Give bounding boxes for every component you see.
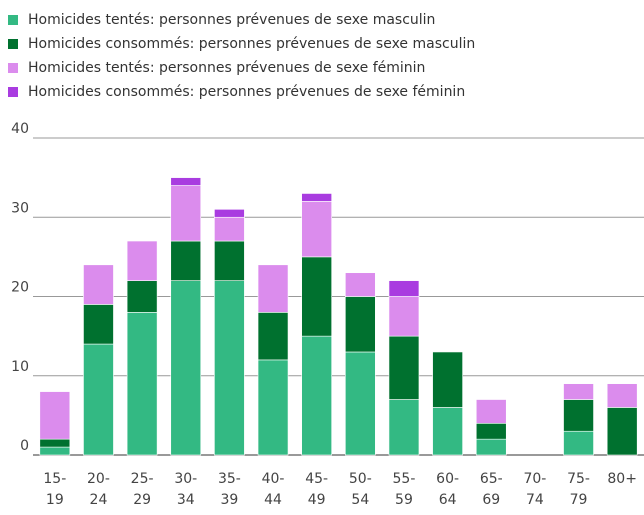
bar-segment (606, 383, 638, 408)
x-tick-label: 59 (395, 492, 413, 508)
bar-segment (301, 193, 332, 202)
bar-segment (39, 391, 71, 440)
x-tick-label: 40- (262, 471, 285, 487)
bar-segment (388, 280, 420, 297)
x-tick-label: 20- (87, 471, 110, 487)
bar-segment (301, 256, 332, 337)
bar-segment (83, 264, 114, 305)
bar-segment (214, 209, 245, 218)
bar-segment (257, 312, 289, 361)
x-tick-label: 30- (174, 471, 197, 487)
bar-segment (388, 399, 420, 456)
x-tick-label: 75- (567, 471, 590, 487)
bar-segment (83, 304, 114, 345)
x-tick-label: 54 (351, 492, 369, 508)
bar-segment (170, 177, 202, 186)
legend-label: Homicides consommés: personnes prévenues… (28, 84, 465, 100)
x-tick-label: 69 (482, 492, 500, 508)
bar-segment (475, 422, 507, 440)
bar-segment (126, 280, 158, 313)
x-tick-label: 29 (133, 492, 151, 508)
bar-segment (170, 280, 202, 456)
x-tick-label: 49 (308, 492, 326, 508)
legend: Homicides tentés: personnes prévenues de… (8, 12, 475, 100)
bar-segment (301, 201, 332, 258)
x-tick-label: 39 (220, 492, 238, 508)
y-tick-label: 10 (11, 359, 29, 375)
bar-segment (606, 407, 638, 456)
bar-segment (126, 312, 158, 456)
x-tick-label: 34 (177, 492, 195, 508)
bar-segment (432, 407, 463, 456)
x-tick-label: 24 (90, 492, 108, 508)
x-tick-label: 55- (393, 471, 416, 487)
bar-segment (301, 335, 332, 456)
x-tick-label: 15- (43, 471, 66, 487)
bar-segment (39, 446, 71, 456)
bar-segment (563, 383, 594, 400)
bar-segment (345, 296, 376, 353)
x-tick-label: 79 (570, 492, 588, 508)
x-tick-label: 50- (349, 471, 372, 487)
y-tick-label: 0 (20, 438, 29, 454)
x-tick-label: 19 (46, 492, 64, 508)
legend-label: Homicides tentés: personnes prévenues de… (28, 12, 435, 28)
bar-segment (563, 430, 594, 456)
legend-label: Homicides tentés: personnes prévenues de… (28, 60, 425, 76)
x-tick-label: 65- (480, 471, 503, 487)
bar-segment (214, 280, 245, 456)
bar-segment (214, 240, 245, 281)
bar-segment (83, 343, 114, 456)
bar-segment (170, 240, 202, 281)
bar-segment (126, 240, 158, 281)
bar-segment (214, 216, 245, 242)
bar-segment (475, 399, 507, 424)
x-tick-label: 45- (305, 471, 328, 487)
bar-segment (170, 185, 202, 242)
bar-segment (257, 264, 289, 313)
x-tick-label: 60- (436, 471, 459, 487)
x-tick-label: 35- (218, 471, 241, 487)
x-tick-label: 70- (523, 471, 546, 487)
legend-swatch (8, 15, 18, 25)
x-tick-label: 25- (131, 471, 154, 487)
bar-segment (432, 351, 463, 408)
bar-segment (257, 359, 289, 456)
x-tick-label: 74 (526, 492, 544, 508)
bar-segment (345, 351, 376, 456)
y-tick-label: 30 (11, 200, 29, 216)
legend-swatch (8, 39, 18, 49)
legend-label: Homicides consommés: personnes prévenues… (28, 36, 475, 52)
legend-swatch (8, 87, 18, 97)
y-tick-label: 40 (11, 121, 29, 137)
bar-segment (475, 438, 507, 456)
legend-swatch (8, 63, 18, 73)
x-tick-label: 44 (264, 492, 282, 508)
bar-segment (563, 399, 594, 432)
x-tick-label: 80+ (607, 471, 637, 487)
x-tick-label: 64 (439, 492, 457, 508)
bar-segment (345, 272, 376, 297)
bar-segment (388, 296, 420, 337)
bar-segment (39, 438, 71, 448)
bar-segment (388, 335, 420, 400)
y-tick-label: 20 (11, 280, 29, 296)
